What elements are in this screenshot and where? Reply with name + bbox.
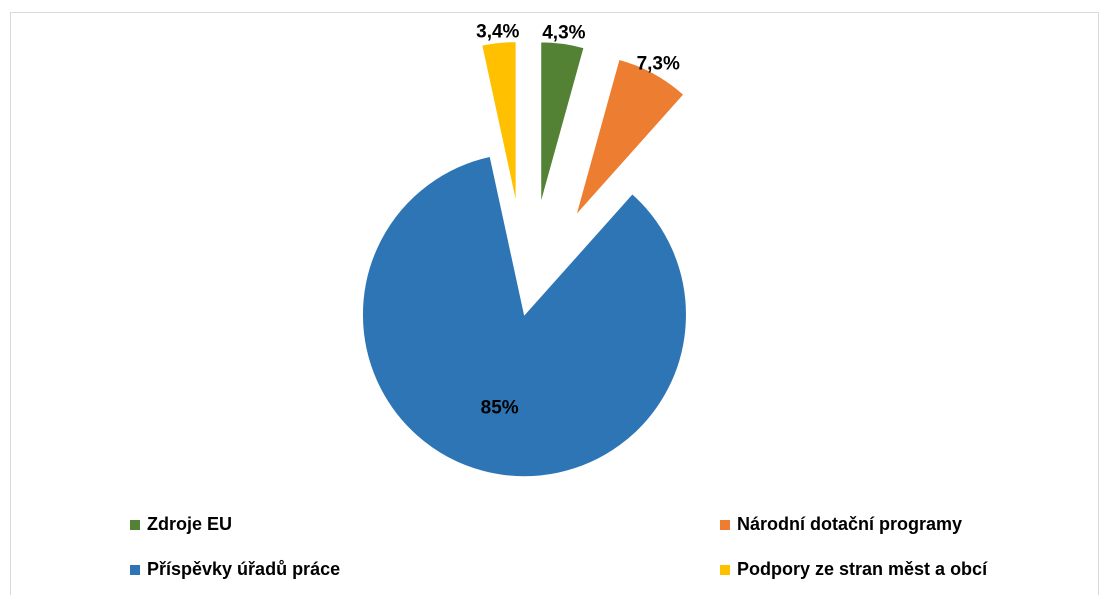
pie-slice [361, 155, 687, 478]
data-label: 3,4% [476, 22, 519, 43]
data-label: 4,3% [542, 23, 585, 44]
data-label: 7,3% [637, 53, 680, 74]
legend-swatch [130, 565, 140, 575]
pie-slice [575, 58, 685, 216]
pie-slice [540, 41, 585, 205]
legend-swatch [130, 520, 140, 530]
legend-label: Podpory ze stran měst a obcí [737, 559, 988, 579]
data-label: 85% [481, 398, 519, 419]
legend-label: Příspěvky úřadů práce [147, 559, 340, 579]
legend-label: Zdroje EU [147, 514, 232, 534]
legend-label: Národní dotační programy [737, 514, 962, 534]
legend-swatch [720, 520, 730, 530]
legend-swatch [720, 565, 730, 575]
pie-slice [481, 41, 517, 204]
